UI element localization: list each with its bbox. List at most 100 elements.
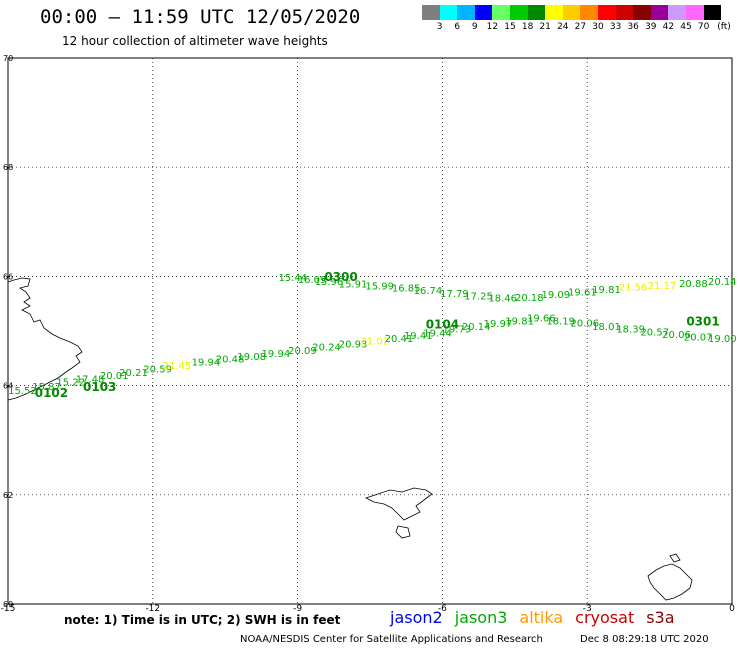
wave-height-value: 19.61 — [568, 288, 597, 299]
longitude-ticks: -15 -12 -9 -6 -3 0 — [1, 604, 735, 614]
colorbar-label: 9 — [471, 22, 478, 32]
colorbar-label: 39 — [645, 22, 657, 32]
wave-height-value: 19.09 — [542, 290, 571, 301]
legend-entry-jason2: jason2 — [390, 608, 443, 627]
wave-height-value: 16.09 — [298, 275, 327, 286]
colorbar-label: 24 — [557, 22, 569, 32]
longitude-tick-label: -3 — [583, 604, 592, 614]
colorbar-label: 21 — [539, 22, 551, 32]
wave-height-value: 17.25 — [464, 291, 493, 302]
shetland-islands — [647, 553, 693, 601]
colorbar-swatch — [580, 5, 598, 20]
wave-height-value: 21.45 — [163, 361, 192, 372]
wave-height-value: 20.07 — [684, 332, 713, 343]
wave-height-value: 19.41 — [404, 331, 433, 342]
colorbar-label: 36 — [627, 22, 639, 32]
track-time-label: 0104 — [426, 317, 459, 331]
colorbar-swatch — [668, 5, 686, 20]
wave-height-value: 20.48 — [216, 355, 245, 366]
colorbar-label: 12 — [486, 22, 499, 32]
colorbar-labels: 3 6 9 12 15 18 21 24 27 30 33 36 39 42 45 70 (ft) — [422, 22, 740, 34]
track-time-label: 0102 — [35, 386, 68, 400]
track-time-label: 0301 — [686, 315, 719, 329]
wave-height-value: 20.18 — [515, 293, 544, 304]
wave-height-value: 20.88 — [679, 279, 708, 290]
iceland-coast — [7, 277, 83, 401]
wave-height-value: 21.17 — [648, 281, 677, 292]
wave-height-value: 20.21 — [119, 368, 148, 379]
legend-entry-cryosat: cryosat — [575, 608, 635, 627]
wave-height-value: 15.44 — [278, 273, 307, 284]
wave-height-value: 15.96 — [315, 277, 344, 288]
colorbar-swatch — [474, 5, 493, 20]
longitude-tick-label: -15 — [1, 604, 16, 614]
colorbar-swatch — [703, 5, 722, 20]
colorbar — [422, 5, 722, 20]
wave-height-value: 20.06 — [662, 330, 691, 341]
latitude-tick-label: 64 — [3, 382, 13, 391]
colorbar-label: 15 — [504, 22, 516, 32]
wave-height-value: 19.44 — [423, 328, 452, 339]
colorbar-swatch — [509, 5, 528, 20]
latitude-tick-label: 62 — [3, 491, 13, 500]
coastlines — [7, 277, 693, 601]
wave-height-value: 15.22 — [56, 378, 85, 389]
wave-height-value: 18.19 — [546, 316, 575, 327]
colorbar-label: 27 — [574, 22, 587, 32]
altimeter-track-values: 15.5215.8715.2217.4820.0120.2120.5921.45… — [8, 273, 737, 397]
colorbar-swatch — [633, 5, 651, 20]
wave-height-value: 15.91 — [339, 279, 368, 290]
wave-height-value: 19.97 — [484, 319, 513, 330]
wave-height-value: 18.01 — [592, 322, 621, 333]
wave-height-value: 15.52 — [8, 386, 37, 397]
colorbar-label: 30 — [592, 22, 604, 32]
colorbar-swatch — [527, 5, 546, 20]
latitude-tick-label: 60 — [3, 600, 13, 609]
longitude-tick-label: -6 — [438, 604, 447, 614]
wave-height-value: 19.94 — [192, 357, 221, 368]
wave-height-value: 19.94 — [262, 349, 291, 360]
footnote: note: 1) Time is in UTC; 2) SWH is in fe… — [64, 613, 341, 627]
legend-entry-jason3: jason3 — [454, 608, 508, 627]
wave-height-value: 19.08 — [237, 352, 266, 363]
wave-height-value: 20.09 — [288, 346, 317, 357]
longitude-tick-label: -12 — [145, 604, 160, 614]
colorbar-swatch — [457, 5, 475, 20]
wave-height-value: 20.14 — [462, 322, 491, 333]
legend-entry-s3a: s3a — [646, 608, 675, 627]
wave-height-value: 20.93 — [339, 339, 368, 350]
chart-subtitle: 12 hour collection of altimeter wave hei… — [62, 34, 328, 48]
latitude-tick-label: 70 — [3, 54, 13, 63]
chart-title: 00:00 – 11:59 UTC 12/05/2020 — [40, 6, 361, 28]
wave-height-value: 18.46 — [488, 294, 517, 305]
wave-height-value: 20.24 — [312, 343, 341, 354]
colorbar-swatch — [650, 5, 669, 20]
credit-line: NOAA/NESDIS Center for Satellite Applica… — [240, 634, 543, 645]
wave-height-value: 20.59 — [143, 364, 172, 375]
wave-height-value: 16.85 — [392, 284, 421, 295]
satellite-legend: jason2 jason3 altika cryosat s3a — [390, 608, 687, 627]
colorbar-unit: (ft) — [717, 22, 731, 32]
colorbar-swatch — [615, 5, 634, 20]
colorbar-label: 3 — [436, 22, 443, 32]
wave-height-value: 19.81 — [505, 316, 534, 327]
colorbar-label: 70 — [697, 22, 710, 32]
faroe-islands — [364, 487, 433, 539]
latitude-ticks: 70 68 66 64 62 60 — [3, 54, 13, 609]
latitude-tick-label: 68 — [3, 163, 13, 172]
colorbar-swatch — [685, 5, 704, 20]
colorbar-swatch — [562, 5, 581, 20]
colorbar-swatch — [492, 5, 510, 20]
wave-height-value: 20.01 — [100, 371, 129, 382]
wave-height-value: 15.99 — [365, 282, 394, 293]
wave-height-value: 17.79 — [440, 289, 469, 300]
colorbar-swatch — [439, 5, 458, 20]
track-time-label: 0103 — [83, 380, 116, 394]
longitude-tick-label: -9 — [293, 604, 302, 614]
wave-height-value: 21.56 — [619, 283, 648, 294]
colorbar-swatch — [422, 5, 440, 20]
wave-height-value: 15.87 — [32, 382, 61, 393]
wave-height-value: 20.14 — [708, 277, 737, 288]
colorbar-label: 42 — [662, 22, 675, 32]
